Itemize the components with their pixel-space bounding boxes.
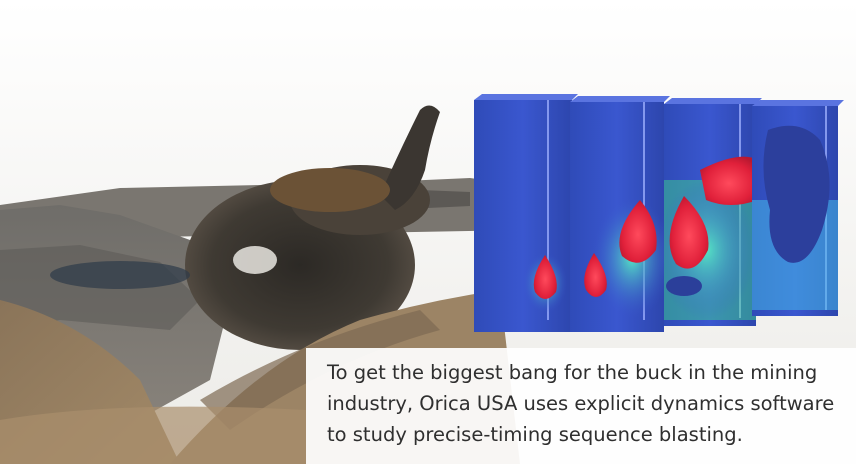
- blast-plume: [380, 105, 440, 210]
- foreground-dirt: [0, 406, 306, 464]
- brown-plume: [270, 168, 390, 212]
- caption-panel: [306, 348, 856, 464]
- figure-caption: To get the biggest bang for the buck in …: [327, 361, 835, 446]
- blast-bubble-3b: [700, 156, 758, 205]
- fracture-cloud: [763, 125, 830, 263]
- shadow-pit: [50, 261, 190, 289]
- simulation-panel-4: [752, 100, 844, 316]
- simulation-panel-3: [656, 98, 762, 326]
- simulation-panel-1: [474, 94, 578, 332]
- blast-bubble-3a: [669, 196, 709, 269]
- simulation-panel-2: [570, 96, 672, 332]
- blast-bubble-2b: [619, 200, 657, 263]
- blast-bubble-2a: [584, 253, 607, 297]
- simulation-panels: [474, 94, 844, 332]
- blast-bubble-1: [533, 255, 557, 299]
- white-debris: [233, 246, 277, 274]
